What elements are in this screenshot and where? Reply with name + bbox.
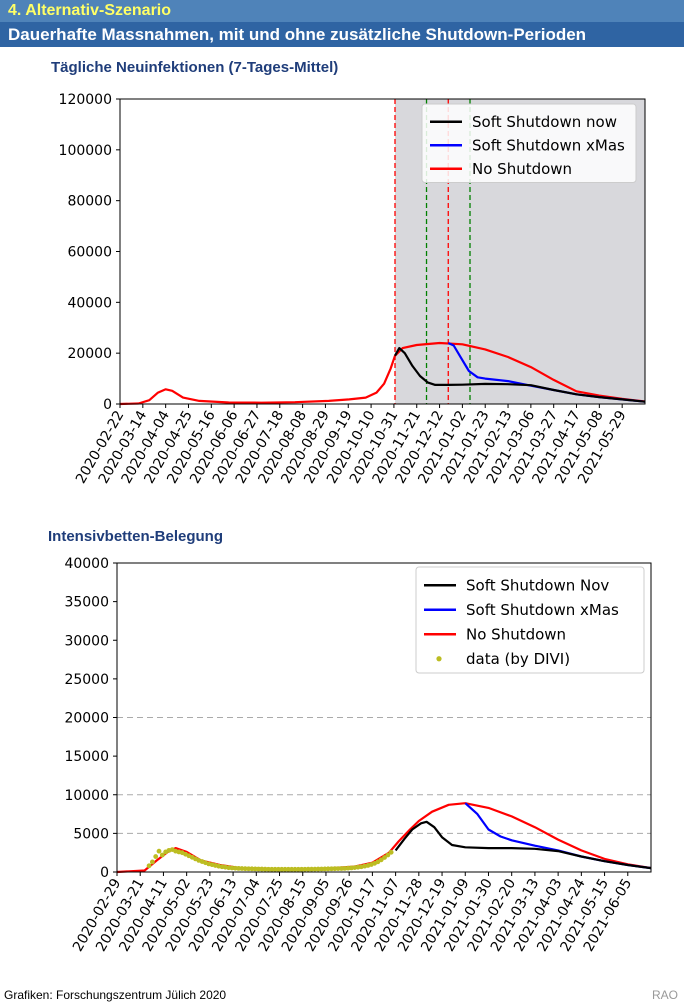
y-tick-label: 15000 bbox=[64, 749, 109, 765]
subtitle-banner: Dauerhafte Massnahmen, mit und ohne zusä… bbox=[0, 22, 684, 47]
y-tick-label: 20000 bbox=[67, 346, 112, 362]
legend-label: Soft Shutdown now bbox=[472, 113, 617, 131]
divi-data-point bbox=[385, 852, 391, 858]
y-tick-label: 10000 bbox=[64, 788, 109, 804]
footer-credit: Grafiken: Forschungszentrum Jülich 2020 bbox=[4, 988, 227, 1002]
chart-1-title: Tägliche Neuinfektionen (7-Tages-Mittel) bbox=[51, 59, 339, 76]
y-tick-label: 20000 bbox=[64, 711, 109, 727]
divi-data-point bbox=[302, 866, 308, 872]
divi-data-point bbox=[309, 866, 314, 872]
divi-data-point bbox=[269, 866, 275, 872]
series-line-soft-shutdown-now bbox=[394, 347, 646, 403]
series-line-no-shutdown bbox=[119, 341, 646, 406]
y-tick-label: 120000 bbox=[59, 92, 112, 108]
y-tick-label: 40000 bbox=[67, 295, 112, 311]
y-tick-label: 5000 bbox=[73, 826, 109, 842]
legend-marker bbox=[436, 656, 442, 662]
y-tick-label: 30000 bbox=[64, 633, 109, 649]
legend-label: data (by DIVI) bbox=[466, 650, 570, 668]
divi-data-point bbox=[295, 866, 301, 872]
divi-data-point bbox=[276, 866, 281, 872]
divi-data-point bbox=[285, 866, 291, 872]
chart-2-title: Intensivbetten-Belegung bbox=[48, 528, 224, 545]
legend-box bbox=[421, 103, 637, 183]
divi-data-point bbox=[159, 852, 165, 858]
divi-data-point bbox=[282, 866, 288, 872]
y-tick-label: 0 bbox=[100, 865, 109, 881]
legend-label: Soft Shutdown xMas bbox=[466, 601, 619, 619]
divi-data-point bbox=[305, 866, 311, 872]
chart-infections: 0200004000060000800001000001200002020-02… bbox=[59, 92, 646, 486]
divi-data-point bbox=[292, 866, 298, 872]
divi-data-point bbox=[146, 863, 152, 869]
legend-label: Soft Shutdown Nov bbox=[466, 576, 609, 594]
subtitle-text: Dauerhafte Massnahmen, mit und ohne zusä… bbox=[8, 25, 587, 44]
y-tick-label: 40000 bbox=[64, 556, 109, 572]
divi-data-point bbox=[382, 855, 387, 860]
y-tick-label: 80000 bbox=[67, 194, 112, 210]
divi-data-point bbox=[299, 866, 305, 872]
y-tick-label: 25000 bbox=[64, 672, 109, 688]
legend-label: No Shutdown bbox=[466, 625, 566, 643]
divi-data-point bbox=[312, 866, 318, 872]
footer-initials: RAO bbox=[651, 988, 678, 1002]
divi-data-point bbox=[156, 848, 162, 854]
divi-data-point bbox=[279, 866, 285, 872]
divi-data-point bbox=[149, 859, 155, 865]
divi-data-point bbox=[272, 866, 278, 872]
legend-label: No Shutdown bbox=[472, 160, 572, 178]
divi-data-point bbox=[266, 866, 271, 872]
scenario-label: 4. Alternativ-Szenario bbox=[8, 2, 172, 19]
legend-box bbox=[415, 566, 645, 674]
scenario-banner: 4. Alternativ-Szenario bbox=[0, 0, 684, 22]
divi-data-point bbox=[153, 854, 159, 859]
divi-data-point bbox=[289, 866, 295, 872]
series-line-soft-shutdown-nov bbox=[394, 820, 652, 870]
y-tick-label: 100000 bbox=[59, 143, 112, 159]
divi-data-point bbox=[388, 849, 394, 855]
y-tick-label: 35000 bbox=[64, 595, 109, 611]
chart-icu-beds: 0 5000 10000 15000 20000 25000 30000 35000 40000… bbox=[64, 556, 652, 954]
legend-label: Soft Shutdown xMas bbox=[472, 136, 625, 154]
y-tick-label: 60000 bbox=[67, 245, 112, 261]
y-tick-label: 0 bbox=[103, 397, 112, 413]
series-line-no-shutdown bbox=[116, 802, 652, 874]
